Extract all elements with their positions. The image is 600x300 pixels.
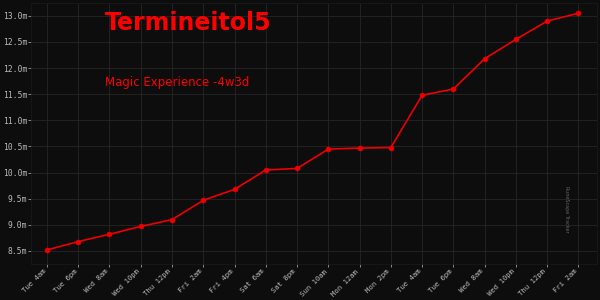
Text: Termineitol5: Termineitol5 bbox=[105, 11, 272, 34]
Text: Magic Experience -4w3d: Magic Experience -4w3d bbox=[105, 76, 249, 89]
Text: RuneScape Tracker: RuneScape Tracker bbox=[564, 186, 569, 233]
